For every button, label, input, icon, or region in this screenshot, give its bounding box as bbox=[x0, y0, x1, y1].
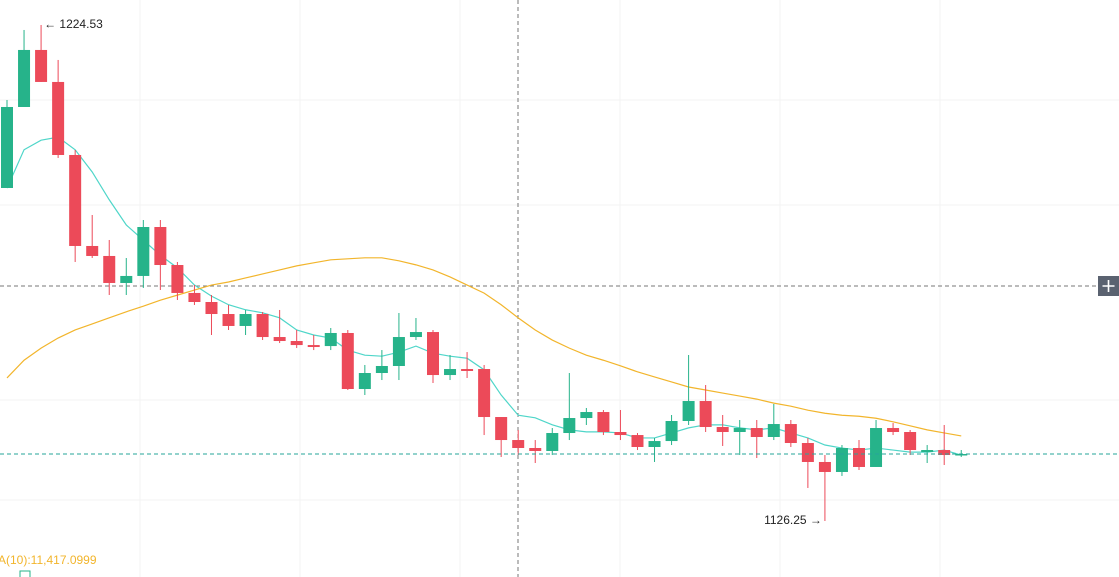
candle-body bbox=[18, 49, 31, 107]
candle-body bbox=[137, 227, 150, 276]
candle-body bbox=[358, 373, 371, 390]
candle-body bbox=[478, 369, 491, 418]
candle-body bbox=[409, 332, 422, 338]
candle-body bbox=[69, 154, 82, 246]
candle-body bbox=[341, 332, 354, 390]
candle-body bbox=[597, 412, 610, 433]
candle-body bbox=[103, 255, 116, 283]
candle-body bbox=[733, 428, 746, 433]
candle-body bbox=[546, 433, 559, 451]
candle-body bbox=[188, 292, 201, 303]
candle-body bbox=[375, 365, 388, 374]
candle-body bbox=[495, 417, 508, 441]
ma-line bbox=[6, 257, 962, 437]
candle-body bbox=[955, 454, 968, 456]
candle-body bbox=[716, 427, 729, 433]
candle-body bbox=[273, 337, 286, 342]
candle-body bbox=[239, 314, 252, 326]
candle-body bbox=[444, 369, 457, 376]
candle-body bbox=[154, 227, 167, 266]
high-label: ← 1224.53 bbox=[44, 17, 103, 31]
candle-body bbox=[699, 401, 712, 428]
candle-body bbox=[222, 314, 235, 326]
candle-body bbox=[512, 440, 525, 449]
candle-body bbox=[563, 418, 576, 434]
candle-body bbox=[461, 369, 474, 371]
indicator-label: A(10):11,417.0999 bbox=[0, 553, 97, 567]
candle-body bbox=[648, 441, 661, 447]
candle-body bbox=[290, 341, 303, 346]
candle-body bbox=[750, 428, 763, 438]
candle-body bbox=[35, 49, 48, 82]
candle-body bbox=[171, 265, 184, 293]
candle-body bbox=[256, 314, 269, 338]
candle-body bbox=[665, 421, 678, 442]
candle-body bbox=[1, 106, 13, 188]
candle-body bbox=[614, 432, 627, 436]
add-button[interactable] bbox=[1098, 276, 1119, 296]
candle-body bbox=[631, 435, 644, 447]
candle-body bbox=[307, 345, 320, 348]
plot: ← 1224.53 1126.25 → bbox=[0, 17, 1119, 527]
candle-body bbox=[682, 401, 695, 422]
candle-body bbox=[120, 275, 133, 283]
candle-body bbox=[853, 448, 865, 467]
candle-body bbox=[205, 302, 218, 315]
candle-body bbox=[904, 432, 917, 451]
candle-body bbox=[801, 443, 814, 462]
candle-body bbox=[767, 424, 780, 438]
candle-body bbox=[86, 245, 99, 256]
candle-body bbox=[818, 461, 831, 472]
candle-body bbox=[529, 448, 542, 451]
candle-body bbox=[324, 332, 337, 347]
candle-body bbox=[938, 450, 951, 456]
candle-body bbox=[580, 412, 593, 419]
candle-body bbox=[784, 424, 797, 444]
candle-body bbox=[52, 81, 65, 155]
indicator-toggle[interactable] bbox=[19, 570, 31, 577]
candle-body bbox=[921, 450, 934, 452]
low-label: 1126.25 → bbox=[764, 513, 822, 527]
candle-body bbox=[870, 428, 883, 467]
candle-body bbox=[392, 337, 405, 366]
candle-body bbox=[835, 448, 848, 472]
candle-body bbox=[887, 428, 900, 433]
candle-body bbox=[427, 332, 439, 376]
